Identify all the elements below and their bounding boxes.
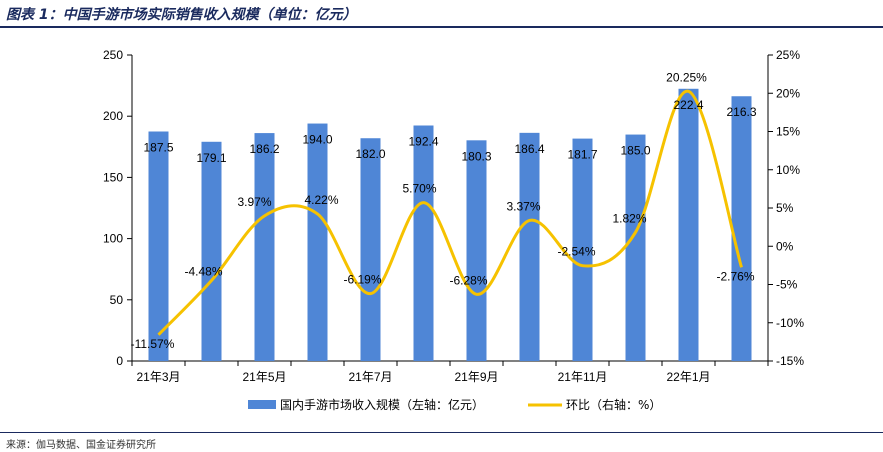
bar [519, 132, 540, 361]
line-value-label: 1.82% [612, 211, 646, 225]
bar-value-label: 186.2 [249, 142, 279, 156]
title-rule [0, 26, 883, 28]
legend-bar-swatch [248, 400, 276, 409]
y-right-tick-label: 25% [776, 48, 800, 62]
line-value-label: 5.70% [402, 182, 436, 196]
y-right-tick-label: -15% [776, 354, 804, 368]
bar-value-label: 194.0 [302, 133, 332, 147]
bar-value-label: 185.0 [620, 144, 650, 158]
y-right-tick-label: -10% [776, 316, 804, 330]
bar-value-label: 182.0 [355, 147, 385, 161]
y-right-tick-label: 15% [776, 125, 800, 139]
x-tick-label: 21年3月 [136, 370, 180, 384]
x-tick-label: 22年1月 [666, 370, 710, 384]
line-value-label: 4.22% [304, 193, 338, 207]
growth-line [157, 89, 743, 336]
y-right-tick-label: 5% [776, 201, 794, 215]
y-right-tick-label: -5% [776, 278, 798, 292]
line-value-label: 3.97% [237, 195, 271, 209]
bar [731, 96, 752, 361]
y-left-tick-label: 50 [110, 293, 124, 307]
bar [625, 134, 646, 361]
line-series [157, 89, 743, 336]
axes: 0 50 100 150 200 250 -15% -10% -5% 0% 5% 10% 15% 20% 2… [103, 48, 804, 384]
bar-value-label: 179.1 [196, 151, 226, 165]
bar-value-label: 180.3 [461, 149, 491, 163]
line-value-label: 20.25% [666, 70, 707, 84]
bar-series [148, 88, 752, 361]
legend: 国内手游市场收入规模（左轴：亿元） 环比（右轴：%） [248, 397, 661, 412]
line-value-label: -6.28% [449, 273, 487, 287]
x-tick-label: 21年9月 [454, 370, 498, 384]
y-left-tick-label: 250 [103, 48, 123, 62]
bar-value-label: 222.4 [673, 98, 703, 112]
bar [572, 138, 593, 361]
y-right-tick-label: 20% [776, 86, 800, 100]
line-value-label: -6.19% [343, 273, 381, 287]
bar [254, 133, 275, 361]
data-labels: 187.5 179.1 186.2 194.0 182.0 192.4 180.3 186.4… [131, 70, 757, 350]
bar [678, 88, 699, 361]
legend-bar-label: 国内手游市场收入规模（左轴：亿元） [280, 397, 484, 412]
source-note: 来源：伽马数据、国金证券研究所 [6, 440, 156, 451]
y-left-tick-label: 200 [103, 109, 123, 123]
y-left-tick-label: 150 [103, 170, 123, 184]
line-value-label: -4.48% [184, 265, 222, 279]
bar-value-label: 216.3 [726, 105, 756, 119]
bar-value-label: 181.7 [567, 148, 597, 162]
bar-value-label: 186.4 [514, 142, 544, 156]
y-left-tick-label: 0 [116, 354, 123, 368]
line-value-label: -2.76% [716, 269, 754, 283]
bar [307, 123, 328, 361]
line-value-label: -2.54% [557, 245, 595, 259]
bar [148, 131, 169, 361]
legend-line-label: 环比（右轴：%） [566, 397, 661, 412]
y-right-tick-label: 0% [776, 239, 794, 253]
bar [466, 140, 487, 361]
footer-rule [0, 432, 883, 433]
bar-value-label: 192.4 [408, 135, 438, 149]
bar-value-label: 187.5 [143, 141, 173, 155]
x-tick-label: 21年11月 [558, 370, 608, 384]
y-right-tick-label: 10% [776, 163, 800, 177]
x-tick-label: 21年7月 [348, 370, 392, 384]
bar [413, 125, 434, 361]
line-value-label: 3.37% [506, 199, 540, 213]
line-value-label: -11.57% [131, 337, 175, 351]
y-left-tick-label: 100 [103, 232, 123, 246]
chart-title: 图表 1：中国手游市场实际销售收入规模（单位：亿元） [6, 7, 357, 23]
bar [201, 141, 222, 361]
bar [360, 138, 381, 361]
x-tick-label: 21年5月 [242, 370, 286, 384]
